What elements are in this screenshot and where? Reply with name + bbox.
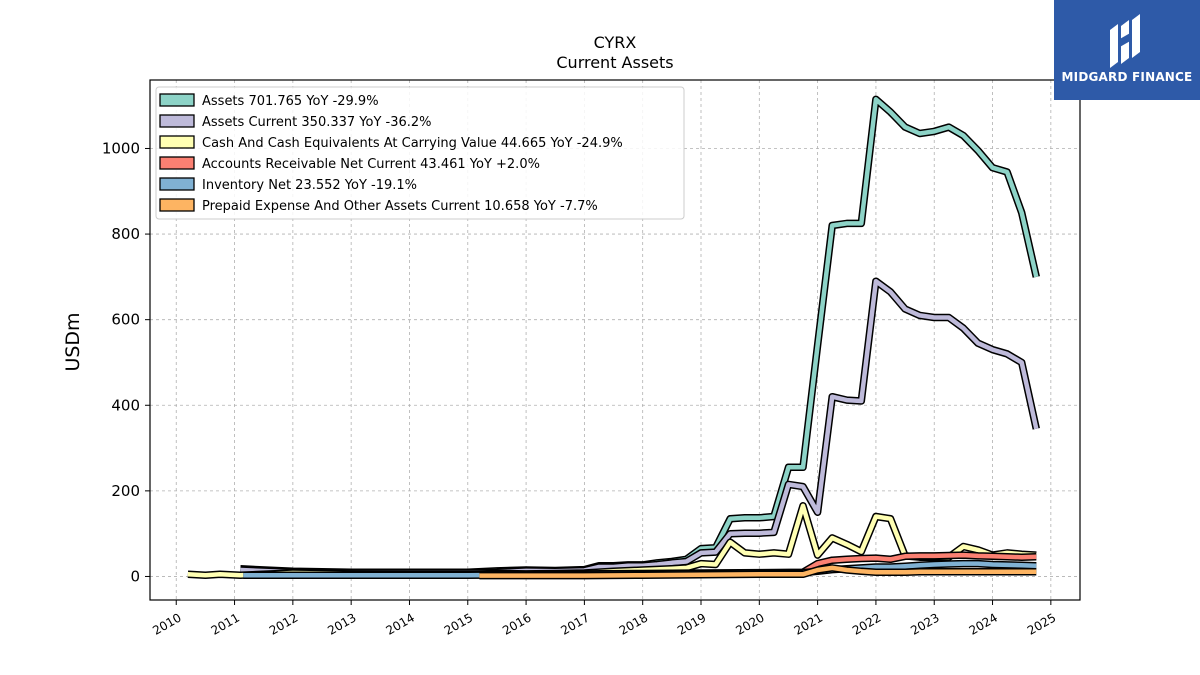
y-tick-label: 200: [111, 482, 140, 500]
x-tick-label: 2011: [209, 610, 242, 637]
legend-entry: Accounts Receivable Net Current 43.461 Y…: [202, 157, 540, 172]
x-tick-label: 2024: [967, 610, 1000, 637]
series-line-5: [479, 565, 1037, 578]
y-tick-label: 0: [130, 567, 140, 585]
y-axis-label: USDm: [62, 312, 84, 371]
x-tick-label: 2015: [442, 610, 475, 637]
legend-swatch: [159, 135, 195, 149]
series-line-1: [240, 278, 1039, 575]
legend-swatch: [159, 114, 195, 128]
brand-name: MIDGARD FINANCE: [1061, 70, 1193, 84]
legend-entry: Assets Current 350.337 YoY -36.2%: [202, 115, 432, 130]
chart-title: CYRX: [594, 33, 637, 52]
x-tick-label: 2014: [384, 610, 417, 637]
x-tick-label: 2018: [617, 610, 650, 637]
x-tick-label: 2012: [267, 610, 300, 637]
y-axis-ticks: 0 200 400 600 800 1000: [102, 139, 150, 585]
series-outline-1: [240, 277, 1040, 577]
legend-swatch: [159, 156, 195, 170]
x-tick-label: 2013: [325, 610, 358, 637]
y-tick-label: 400: [111, 396, 140, 414]
legend-box: [155, 86, 685, 220]
plot-frame: [149, 79, 1081, 601]
x-tick-label: 2010: [150, 610, 183, 637]
midgard-logo-icon: [1110, 14, 1140, 68]
chart-subtitle: Current Assets: [556, 53, 673, 72]
x-tick-label: 2022: [850, 610, 883, 637]
x-tick-label: 2019: [675, 610, 708, 637]
y-tick-label: 1000: [102, 139, 140, 157]
legend-entry: Assets 701.765 YoY -29.9%: [202, 94, 379, 109]
x-tick-label: 2025: [1025, 610, 1058, 637]
x-tick-label: 2016: [500, 610, 533, 637]
x-tick-label: 2017: [558, 610, 591, 637]
brand-logo: MIDGARD FINANCE: [1054, 0, 1200, 100]
legend-entry: Cash And Cash Equivalents At Carrying Va…: [202, 136, 623, 151]
legend-swatch: [159, 177, 195, 191]
y-tick-label: 600: [111, 311, 140, 329]
legend-entry: Inventory Net 23.552 YoY -19.1%: [202, 178, 417, 193]
series-layer: [187, 95, 1040, 580]
legend-swatch: [159, 93, 195, 107]
x-tick-label: 2020: [733, 610, 766, 637]
x-tick-label: 2021: [792, 610, 825, 637]
y-tick-label: 800: [111, 225, 140, 243]
x-axis-ticks: 2010 2011 2012 2013 2014 2015 2016 2017 2018 2019…: [150, 600, 1058, 638]
legend-swatch: [159, 198, 195, 212]
x-tick-label: 2023: [908, 610, 941, 637]
legend-entry: Prepaid Expense And Other Assets Current…: [202, 199, 598, 214]
legend: Assets 701.765 YoY -29.9% Assets Current …: [155, 86, 685, 220]
